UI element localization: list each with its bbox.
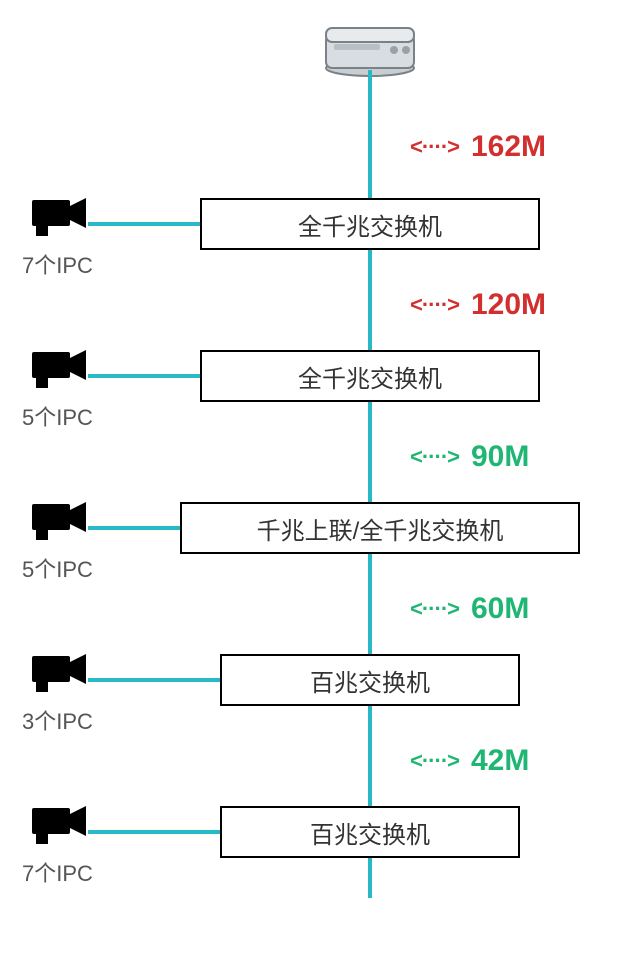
bandwidth-value-2: 90M xyxy=(471,440,529,474)
switch-box-4: 百兆交换机 xyxy=(220,806,520,858)
trunk-seg-2 xyxy=(368,402,372,502)
trunk-seg-5 xyxy=(368,858,372,898)
switch-box-1: 全千兆交换机 xyxy=(200,350,540,402)
ipc-label-3: 3个IPC xyxy=(22,704,93,736)
bandwidth-1: <····> 120M xyxy=(410,288,546,322)
ipc-label-2: 5个IPC xyxy=(22,552,93,584)
switch-box-0: 全千兆交换机 xyxy=(200,198,540,250)
ipc-label-1: 5个IPC xyxy=(22,400,93,432)
trunk-seg-4 xyxy=(368,706,372,806)
bandwidth-0: <····> 162M xyxy=(410,130,546,164)
bandwidth-2: <····> 90M xyxy=(410,440,529,474)
camera-icon-4 xyxy=(32,800,90,846)
ipc-label-0: 7个IPC xyxy=(22,248,93,280)
bandwidth-value-1: 120M xyxy=(471,288,546,322)
arrow-icon: <····> xyxy=(410,748,459,774)
switch-label-3: 百兆交换机 xyxy=(310,663,430,698)
switch-label-2: 千兆上联/全千兆交换机 xyxy=(257,511,504,546)
arrow-icon: <····> xyxy=(410,444,459,470)
bandwidth-value-4: 42M xyxy=(471,744,529,778)
trunk-seg-3 xyxy=(368,554,372,654)
arrow-icon: <····> xyxy=(410,292,459,318)
switch-label-0: 全千兆交换机 xyxy=(298,207,442,242)
camera-icon-3 xyxy=(32,648,90,694)
camera-icon-2 xyxy=(32,496,90,542)
branch-line-2 xyxy=(88,526,180,530)
camera-icon-1 xyxy=(32,344,90,390)
branch-line-4 xyxy=(88,830,220,834)
arrow-icon: <····> xyxy=(410,134,459,160)
switch-label-4: 百兆交换机 xyxy=(310,815,430,850)
branch-line-1 xyxy=(88,374,200,378)
bandwidth-value-3: 60M xyxy=(471,592,529,626)
ipc-label-4: 7个IPC xyxy=(22,856,93,888)
network-diagram: { "layout": { "width": 640, "height": 96… xyxy=(0,0,640,960)
camera-icon-0 xyxy=(32,192,90,238)
bandwidth-4: <····> 42M xyxy=(410,744,529,778)
switch-box-3: 百兆交换机 xyxy=(220,654,520,706)
trunk-seg-0 xyxy=(368,70,372,198)
switch-label-1: 全千兆交换机 xyxy=(298,359,442,394)
bandwidth-3: <····> 60M xyxy=(410,592,529,626)
trunk-seg-1 xyxy=(368,250,372,350)
branch-line-0 xyxy=(88,222,200,226)
branch-line-3 xyxy=(88,678,220,682)
arrow-icon: <····> xyxy=(410,596,459,622)
bandwidth-value-0: 162M xyxy=(471,130,546,164)
switch-box-2: 千兆上联/全千兆交换机 xyxy=(180,502,580,554)
